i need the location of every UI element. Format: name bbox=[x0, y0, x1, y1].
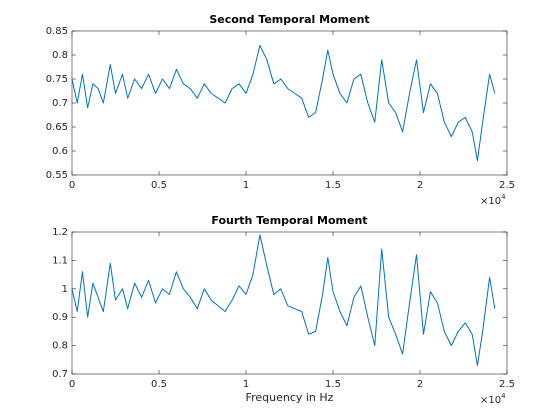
x-tick-label: 2.5 bbox=[499, 180, 515, 191]
x-tick-label: 1 bbox=[243, 379, 249, 390]
y-tick-label: 0.65 bbox=[46, 122, 68, 133]
data-line bbox=[71, 44, 496, 162]
chart-title: Second Temporal Moment bbox=[209, 13, 369, 26]
x-multiplier: ×104 bbox=[480, 392, 506, 406]
x-tick-label: 1.5 bbox=[325, 180, 341, 191]
x-tick-label: 2 bbox=[417, 180, 423, 191]
y-tick-label: 0.75 bbox=[46, 74, 68, 85]
y-tick-label: 0.6 bbox=[52, 146, 68, 157]
y-tick-label: 0.7 bbox=[52, 369, 68, 380]
y-tick-label: 1 bbox=[62, 284, 68, 295]
axes-box bbox=[71, 231, 508, 375]
x-tick-label: 1.5 bbox=[325, 379, 341, 390]
x-tick-label: 0.5 bbox=[151, 379, 167, 390]
x-tick-label: 2.5 bbox=[499, 379, 515, 390]
y-tick-label: 0.9 bbox=[52, 312, 68, 323]
x-tick-label: 0 bbox=[69, 379, 75, 390]
axes-box bbox=[71, 30, 508, 176]
y-tick-label: 0.7 bbox=[52, 98, 68, 109]
x-axis-label: Frequency in Hz bbox=[246, 391, 334, 404]
y-tick-label: 1.1 bbox=[52, 255, 68, 266]
y-tick-label: 0.55 bbox=[46, 170, 68, 181]
y-tick-label: 0.8 bbox=[52, 341, 68, 352]
y-tick-label: 0.85 bbox=[46, 26, 68, 37]
x-multiplier-base: ×10 bbox=[480, 196, 501, 207]
x-multiplier-exponent: 4 bbox=[501, 193, 506, 201]
data-line bbox=[71, 234, 496, 366]
x-tick-label: 2 bbox=[417, 379, 423, 390]
x-multiplier: ×104 bbox=[480, 193, 506, 207]
chart-title: Fourth Temporal Moment bbox=[211, 214, 367, 227]
x-tick-label: 0 bbox=[69, 180, 75, 191]
x-multiplier-exponent: 4 bbox=[501, 392, 506, 400]
y-tick-label: 1.2 bbox=[52, 227, 68, 238]
y-tick-label: 0.8 bbox=[52, 50, 68, 61]
x-tick-label: 1 bbox=[243, 180, 249, 191]
x-tick-label: 0.5 bbox=[151, 180, 167, 191]
x-multiplier-base: ×10 bbox=[480, 395, 501, 406]
